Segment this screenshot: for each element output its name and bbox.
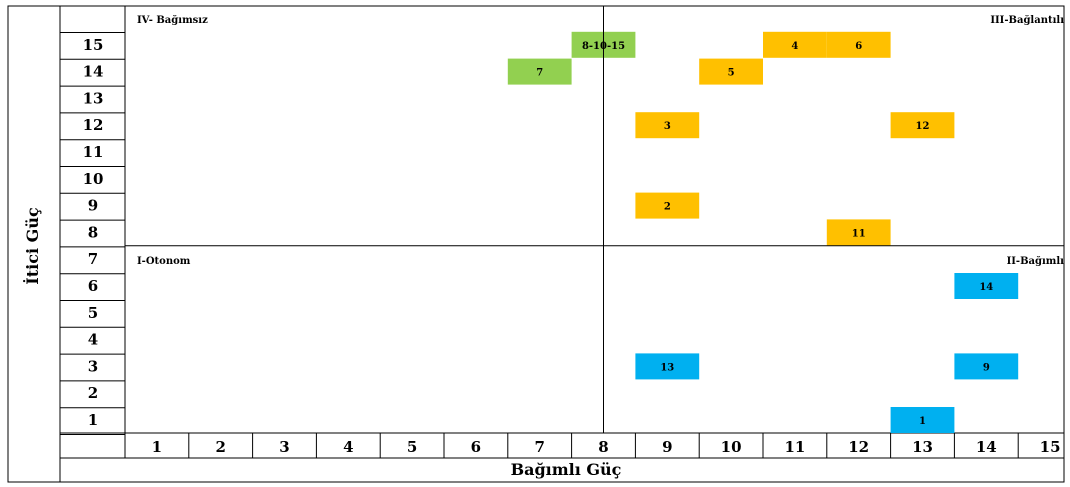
data-block-label: 6: [855, 41, 862, 52]
data-block-rect: [699, 58, 763, 85]
data-block-rect: [954, 353, 1019, 380]
data-block-rect: [507, 58, 572, 85]
data-block-label: 11: [852, 228, 866, 239]
quadrant-label-bottom-right: II-Bağımlı: [1007, 256, 1065, 267]
data-block: 9: [954, 353, 1019, 380]
data-block: 2: [635, 192, 700, 219]
data-block-rect: [890, 112, 955, 139]
x-tick-label: 6: [471, 438, 481, 456]
data-block: 7: [507, 58, 572, 85]
x-tick-label: 3: [279, 438, 289, 456]
y-tick-label: 1: [88, 411, 98, 429]
y-tick-label: 13: [83, 89, 104, 107]
y-tick-label: 6: [88, 277, 98, 295]
data-block-rect: [826, 219, 891, 246]
y-tick-label: 5: [88, 304, 98, 322]
quadrant-label-bottom-left: I-Otonom: [137, 256, 191, 267]
data-block: 5: [699, 58, 763, 85]
x-tick-label: 2: [215, 438, 225, 456]
x-axis-title: Bağımlı Güç: [511, 460, 622, 479]
y-tick-label: 4: [88, 331, 98, 349]
data-block-rect: [635, 192, 700, 219]
quadrant-label-top-left: IV- Bağımsız: [137, 15, 208, 26]
y-tick-label: 9: [88, 197, 98, 215]
data-block-rect: [954, 273, 1019, 299]
y-tick-label: 11: [83, 143, 104, 161]
x-tick-label: 15: [1040, 438, 1061, 456]
x-tick-label: 9: [662, 438, 672, 456]
x-tick-label: 14: [976, 438, 997, 456]
data-block-label: 14: [979, 282, 993, 293]
data-block-label: 3: [664, 121, 671, 132]
data-block: 4: [763, 31, 827, 58]
data-block-label: 9: [983, 362, 990, 373]
data-block-label: 13: [660, 362, 674, 373]
data-block-rect: [890, 407, 955, 433]
y-tick-label: 3: [88, 357, 98, 375]
x-tick-label: 10: [721, 438, 742, 456]
data-block-label: 12: [916, 121, 930, 132]
y-tick-label: 10: [83, 170, 104, 188]
data-block-label: 7: [536, 68, 543, 79]
x-tick-label: 1: [152, 438, 162, 456]
y-tick-label: 8: [88, 223, 98, 241]
outer-border: [7, 5, 1065, 483]
quadrant-label-top-right: III-Bağlantılı: [990, 15, 1064, 26]
data-block: 11: [826, 219, 891, 246]
y-tick-label: 2: [88, 384, 98, 402]
data-block: 3: [635, 112, 700, 139]
data-block-rect: [826, 31, 891, 58]
x-tick-label: 13: [912, 438, 933, 456]
data-block-label: 5: [728, 68, 735, 79]
x-tick-label: 12: [848, 438, 869, 456]
data-block: 6: [826, 31, 891, 58]
y-tick-label: 15: [83, 36, 104, 54]
x-tick-label: 8: [598, 438, 608, 456]
x-tick-label: 11: [784, 438, 805, 456]
y-tick-label: 14: [83, 63, 104, 81]
y-tick-label: 12: [83, 116, 104, 134]
y-tick-label: 7: [88, 250, 98, 268]
data-block-rect: [635, 112, 700, 139]
data-block: 12: [890, 112, 955, 139]
x-tick-label: 5: [407, 438, 417, 456]
data-block: 13: [635, 353, 700, 380]
x-tick-label: 7: [534, 438, 544, 456]
data-block-rect: [763, 31, 827, 58]
quadrant-dividers: [125, 6, 1064, 433]
data-block: 1: [890, 407, 955, 433]
x-tick-label: 4: [343, 438, 353, 456]
y-axis-title: İtici Güç: [22, 207, 42, 285]
data-block-label: 2: [664, 202, 671, 213]
data-block-rect: [635, 353, 700, 380]
data-block: 14: [954, 273, 1019, 299]
data-block-label: 4: [791, 41, 798, 52]
data-block-label: 1: [919, 416, 926, 427]
